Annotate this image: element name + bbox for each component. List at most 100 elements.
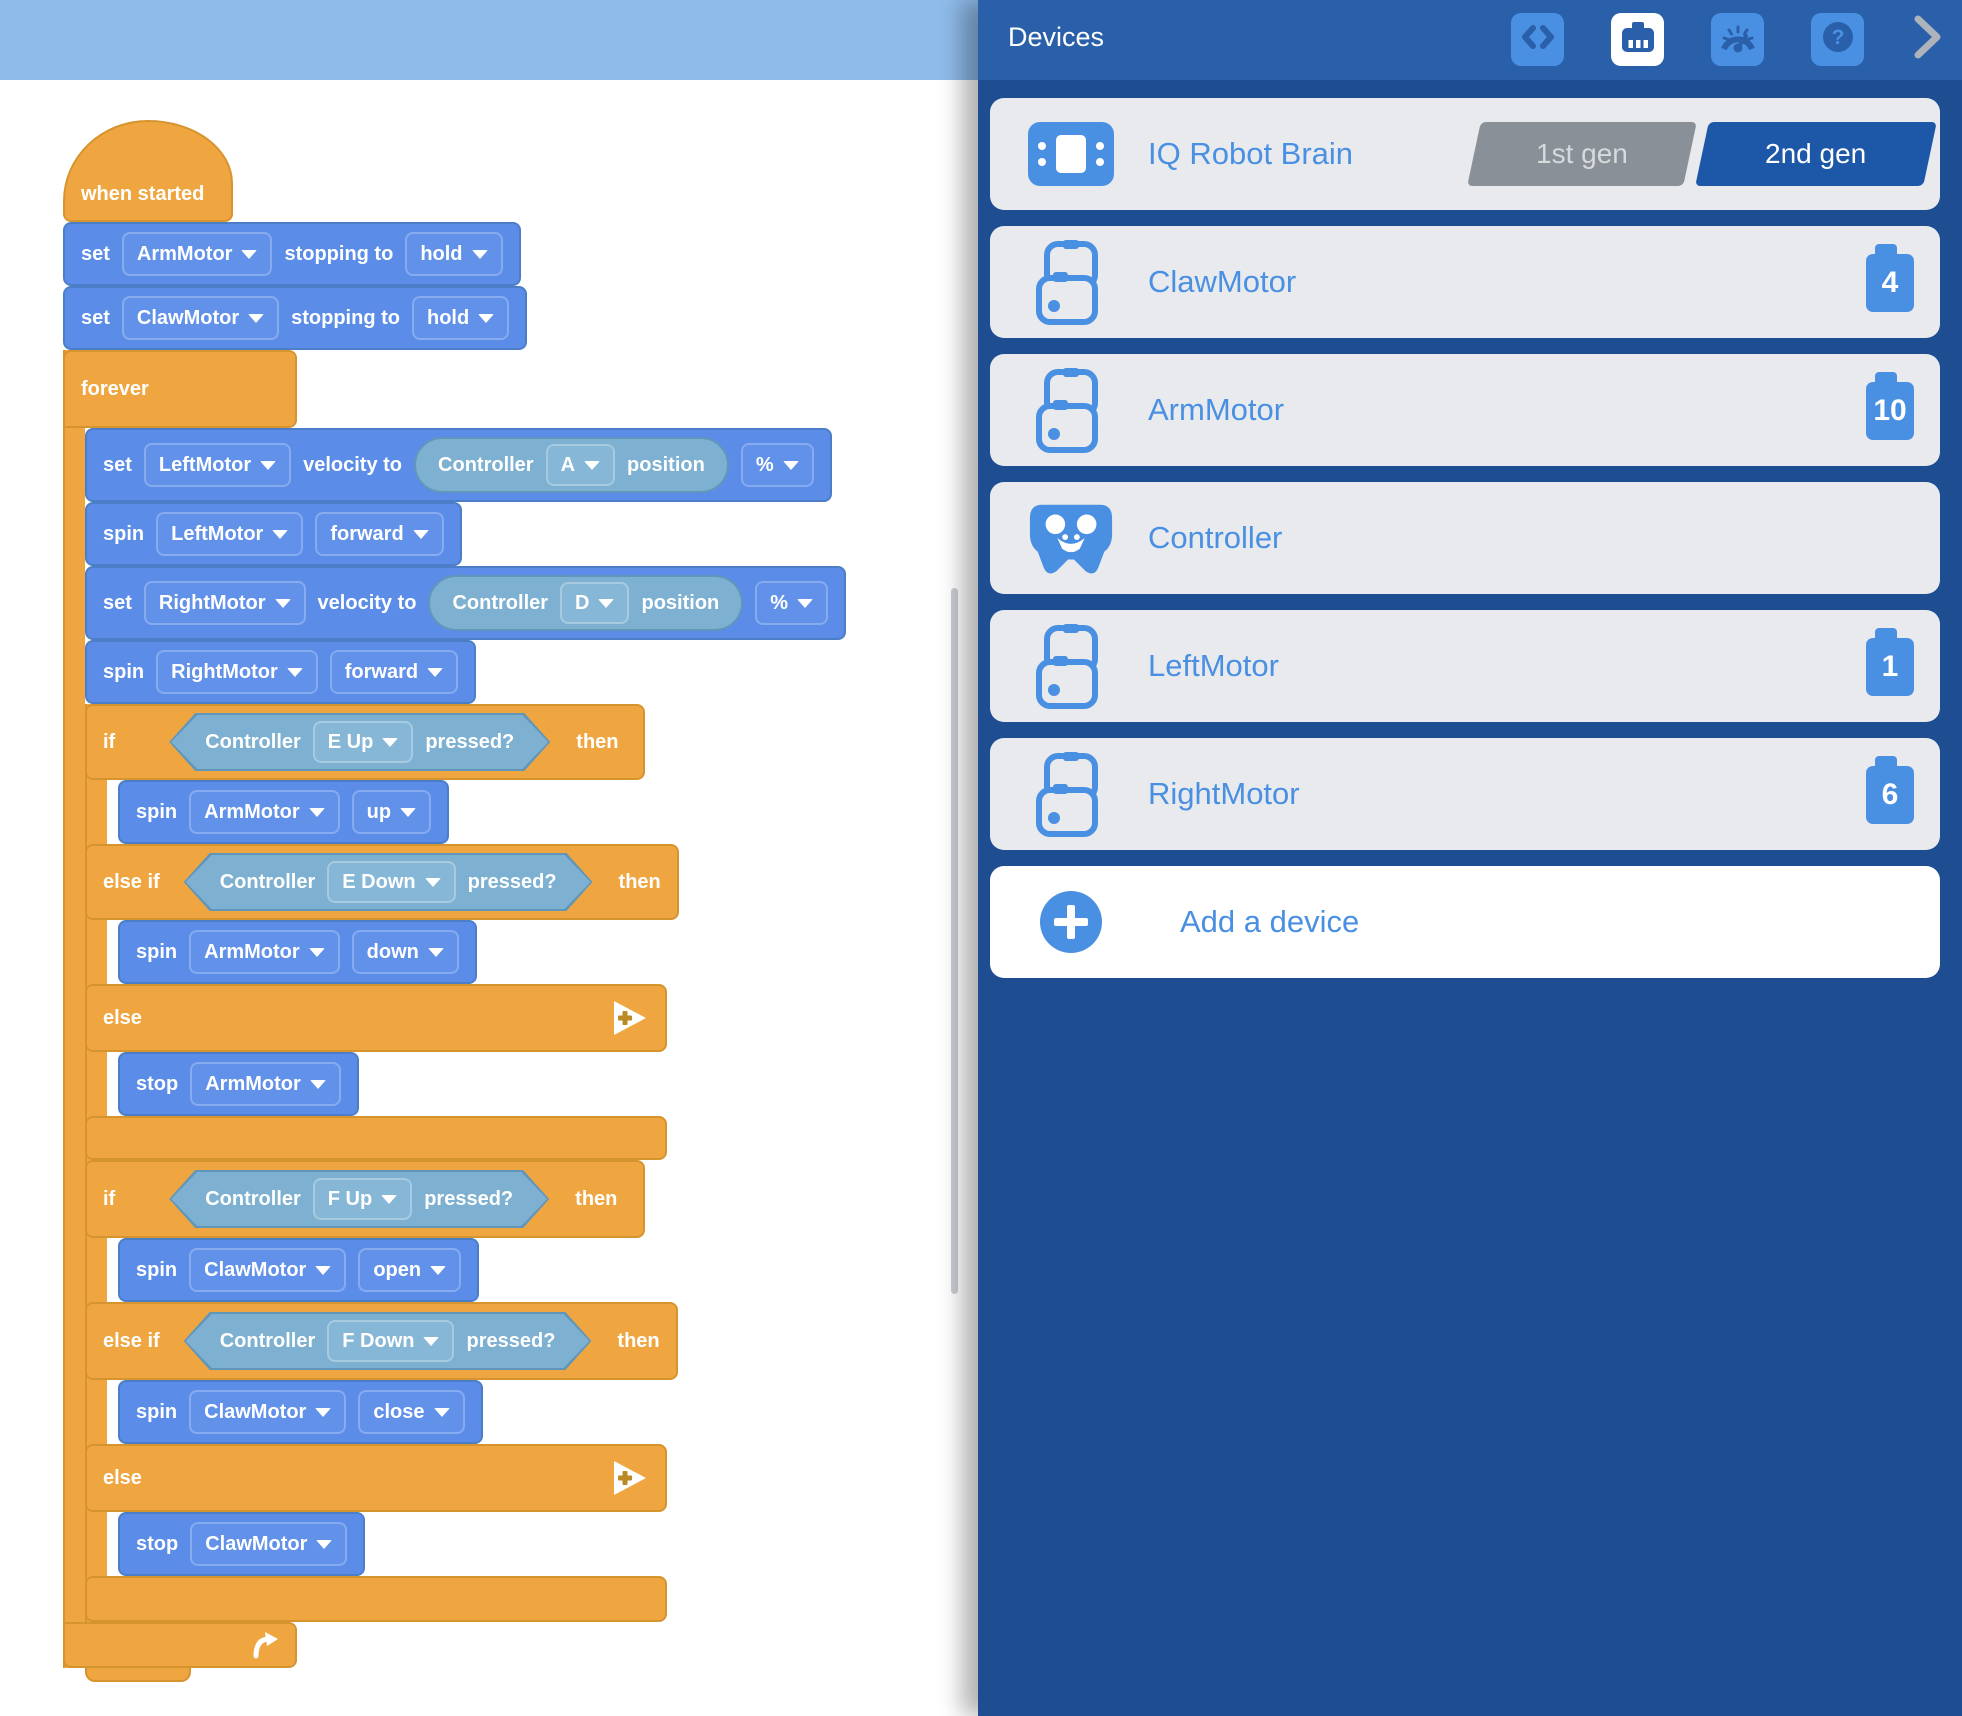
motor-dropdown[interactable]: ArmMotor (190, 1062, 341, 1106)
controller-position-reporter[interactable]: Controller A position (414, 437, 729, 493)
caret-down-icon (584, 460, 601, 470)
brain-card[interactable]: IQ Robot Brain 1st gen 2nd gen (990, 98, 1940, 210)
direction-dropdown[interactable]: open (358, 1248, 462, 1292)
block-elseif-e-down[interactable]: else if Controller E Down pressed? then (85, 844, 679, 920)
block-keyword: else if (103, 870, 160, 893)
direction-dropdown[interactable]: forward (315, 512, 444, 556)
block-keyword: if (103, 730, 116, 753)
boolean-label: Controller (205, 1187, 301, 1210)
dropdown-value: RightMotor (158, 591, 266, 614)
panel-header (978, 0, 1962, 80)
gen2-button[interactable]: 2nd gen (1695, 122, 1937, 186)
unit-dropdown[interactable]: % (740, 443, 814, 487)
controller-icon (1026, 494, 1116, 582)
brake-mode-dropdown[interactable]: hold (411, 296, 510, 340)
block-else-claw[interactable]: else (85, 1444, 667, 1512)
controller-pressed-boolean[interactable]: Controller F Down pressed? (184, 1312, 592, 1370)
block-forever[interactable]: forever (63, 350, 297, 428)
unit-dropdown[interactable]: % (755, 581, 829, 625)
canvas-scrollbar[interactable] (951, 588, 958, 1294)
controller-pressed-boolean[interactable]: Controller E Up pressed? (169, 713, 550, 771)
block-spin-left[interactable]: spin LeftMotor forward (85, 502, 462, 566)
block-if-f-up[interactable]: if Controller F Up pressed? then (85, 1160, 645, 1238)
block-label: velocity to (317, 591, 417, 614)
motor-dropdown[interactable]: ClawMotor (189, 1248, 347, 1292)
caret-down-icon (430, 1265, 447, 1275)
dropdown-value: ClawMotor (204, 1258, 307, 1281)
block-label: velocity to (303, 453, 403, 476)
brake-mode-dropdown[interactable]: hold (405, 232, 503, 276)
block-spin-arm-up[interactable]: spin ArmMotor up (118, 780, 450, 844)
device-card-rightmotor[interactable]: RightMotor 6 (990, 738, 1940, 850)
block-set-left-velocity[interactable]: set LeftMotor velocity to Controller A p… (85, 428, 832, 502)
expand-else-icon[interactable] (611, 998, 649, 1038)
button-dropdown[interactable]: E Up (312, 721, 414, 763)
device-card-controller[interactable]: Controller (990, 482, 1940, 594)
direction-dropdown[interactable]: down (351, 930, 459, 974)
block-elseif-f-down[interactable]: else if Controller F Down pressed? then (85, 1302, 678, 1380)
block-stop-arm[interactable]: stop ArmMotor (118, 1052, 359, 1116)
direction-dropdown[interactable]: close (358, 1390, 465, 1434)
device-card-clawmotor[interactable]: ClawMotor 4 (990, 226, 1940, 338)
caret-down-icon (382, 737, 399, 747)
block-keyword: stop (136, 1532, 179, 1555)
dropdown-value: ArmMotor (204, 800, 300, 823)
block-set-arm-stopping[interactable]: set ArmMotor stopping to hold (63, 222, 521, 286)
device-card-armmotor[interactable]: ArmMotor 10 (990, 354, 1940, 466)
add-device-label: Add a device (1180, 904, 1360, 939)
motor-dropdown[interactable]: LeftMotor (156, 512, 304, 556)
controller-pressed-boolean[interactable]: Controller F Up pressed? (169, 1170, 549, 1228)
help-icon: ? (1819, 18, 1857, 61)
devices-view-button[interactable] (1611, 13, 1664, 66)
block-stop-claw[interactable]: stop ClawMotor (118, 1512, 366, 1576)
block-set-right-velocity[interactable]: set RightMotor velocity to Controller D … (85, 566, 847, 640)
block-spin-claw-close[interactable]: spin ClawMotor close (118, 1380, 483, 1444)
button-dropdown[interactable]: F Up (312, 1178, 413, 1220)
motor-dropdown[interactable]: ArmMotor (121, 232, 273, 276)
button-dropdown[interactable]: E Down (327, 861, 456, 903)
device-name: LeftMotor (1148, 648, 1279, 683)
boolean-label: pressed? (425, 730, 515, 753)
reporter-label: position (627, 453, 705, 476)
block-spin-claw-open[interactable]: spin ClawMotor open (118, 1238, 480, 1302)
gen1-button[interactable]: 1st gen (1467, 122, 1697, 186)
block-if-e-up[interactable]: if Controller E Up pressed? then (85, 704, 645, 780)
caret-down-icon (478, 313, 495, 323)
caret-down-icon (797, 598, 814, 608)
caret-down-icon (248, 313, 265, 323)
block-else-arm[interactable]: else (85, 984, 667, 1052)
motor-dropdown[interactable]: ArmMotor (189, 790, 340, 834)
device-name: RightMotor (1148, 776, 1300, 811)
button-dropdown[interactable]: F Down (327, 1320, 455, 1362)
controller-pressed-boolean[interactable]: Controller E Down pressed? (184, 853, 593, 911)
motor-dropdown[interactable]: ArmMotor (189, 930, 340, 974)
dropdown-value: E Up (327, 730, 374, 753)
controller-position-reporter[interactable]: Controller D position (428, 575, 744, 631)
motor-dropdown[interactable]: RightMotor (143, 581, 306, 625)
motor-dropdown[interactable]: RightMotor (156, 650, 318, 694)
motor-dropdown[interactable]: LeftMotor (143, 443, 292, 487)
dropdown-value: E Down (342, 870, 416, 893)
block-spin-right[interactable]: spin RightMotor forward (85, 640, 477, 704)
direction-dropdown[interactable]: up (351, 790, 432, 834)
motor-dropdown[interactable]: ClawMotor (189, 1390, 347, 1434)
motor-icon (1026, 366, 1116, 454)
expand-else-icon[interactable] (611, 1458, 649, 1498)
code-view-button[interactable] (1511, 13, 1564, 66)
block-spin-arm-down[interactable]: spin ArmMotor down (118, 920, 477, 984)
collapse-panel-button[interactable] (1900, 13, 1953, 66)
motor-dropdown[interactable]: ClawMotor (190, 1522, 348, 1566)
dashboard-button[interactable] (1711, 13, 1764, 66)
forever-bottom-tab (85, 1668, 191, 1682)
axis-dropdown[interactable]: A (545, 444, 616, 486)
help-button[interactable]: ? (1811, 13, 1864, 66)
axis-dropdown[interactable]: D (560, 582, 630, 624)
device-card-leftmotor[interactable]: LeftMotor 1 (990, 610, 1940, 722)
direction-dropdown[interactable]: forward (329, 650, 459, 694)
block-set-claw-stopping[interactable]: set ClawMotor stopping to hold (63, 286, 528, 350)
block-keyword: set (103, 453, 132, 476)
motor-dropdown[interactable]: ClawMotor (121, 296, 280, 340)
block-keyword: set (81, 306, 110, 329)
block-when-started[interactable]: when started (63, 120, 233, 222)
add-device-button[interactable]: Add a device (990, 866, 1940, 978)
